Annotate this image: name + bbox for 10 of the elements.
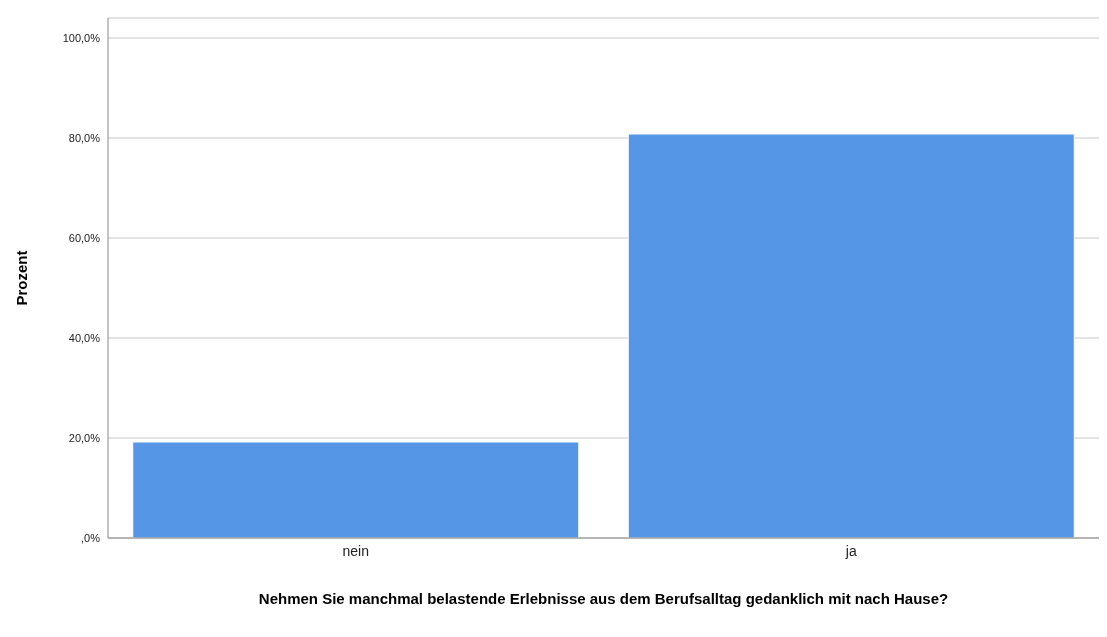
y-tick-label: 40,0% bbox=[68, 331, 101, 344]
y-tick-label: 100,0% bbox=[62, 31, 101, 44]
y-tick-label: 60,0% bbox=[68, 231, 101, 244]
x-tick-label: nein bbox=[342, 542, 369, 559]
y-tick-label: 20,0% bbox=[68, 431, 101, 444]
y-axis-title: Prozent bbox=[13, 250, 31, 306]
y-tick-label: ,0% bbox=[81, 531, 101, 544]
x-axis-title: Nehmen Sie manchmal belastende Erlebnisse aus dem Berufsalltag gedanklich mit nach Hause? bbox=[258, 590, 949, 607]
y-tick-label: 80,0% bbox=[68, 131, 101, 144]
x-tick-label: ja bbox=[844, 542, 857, 559]
